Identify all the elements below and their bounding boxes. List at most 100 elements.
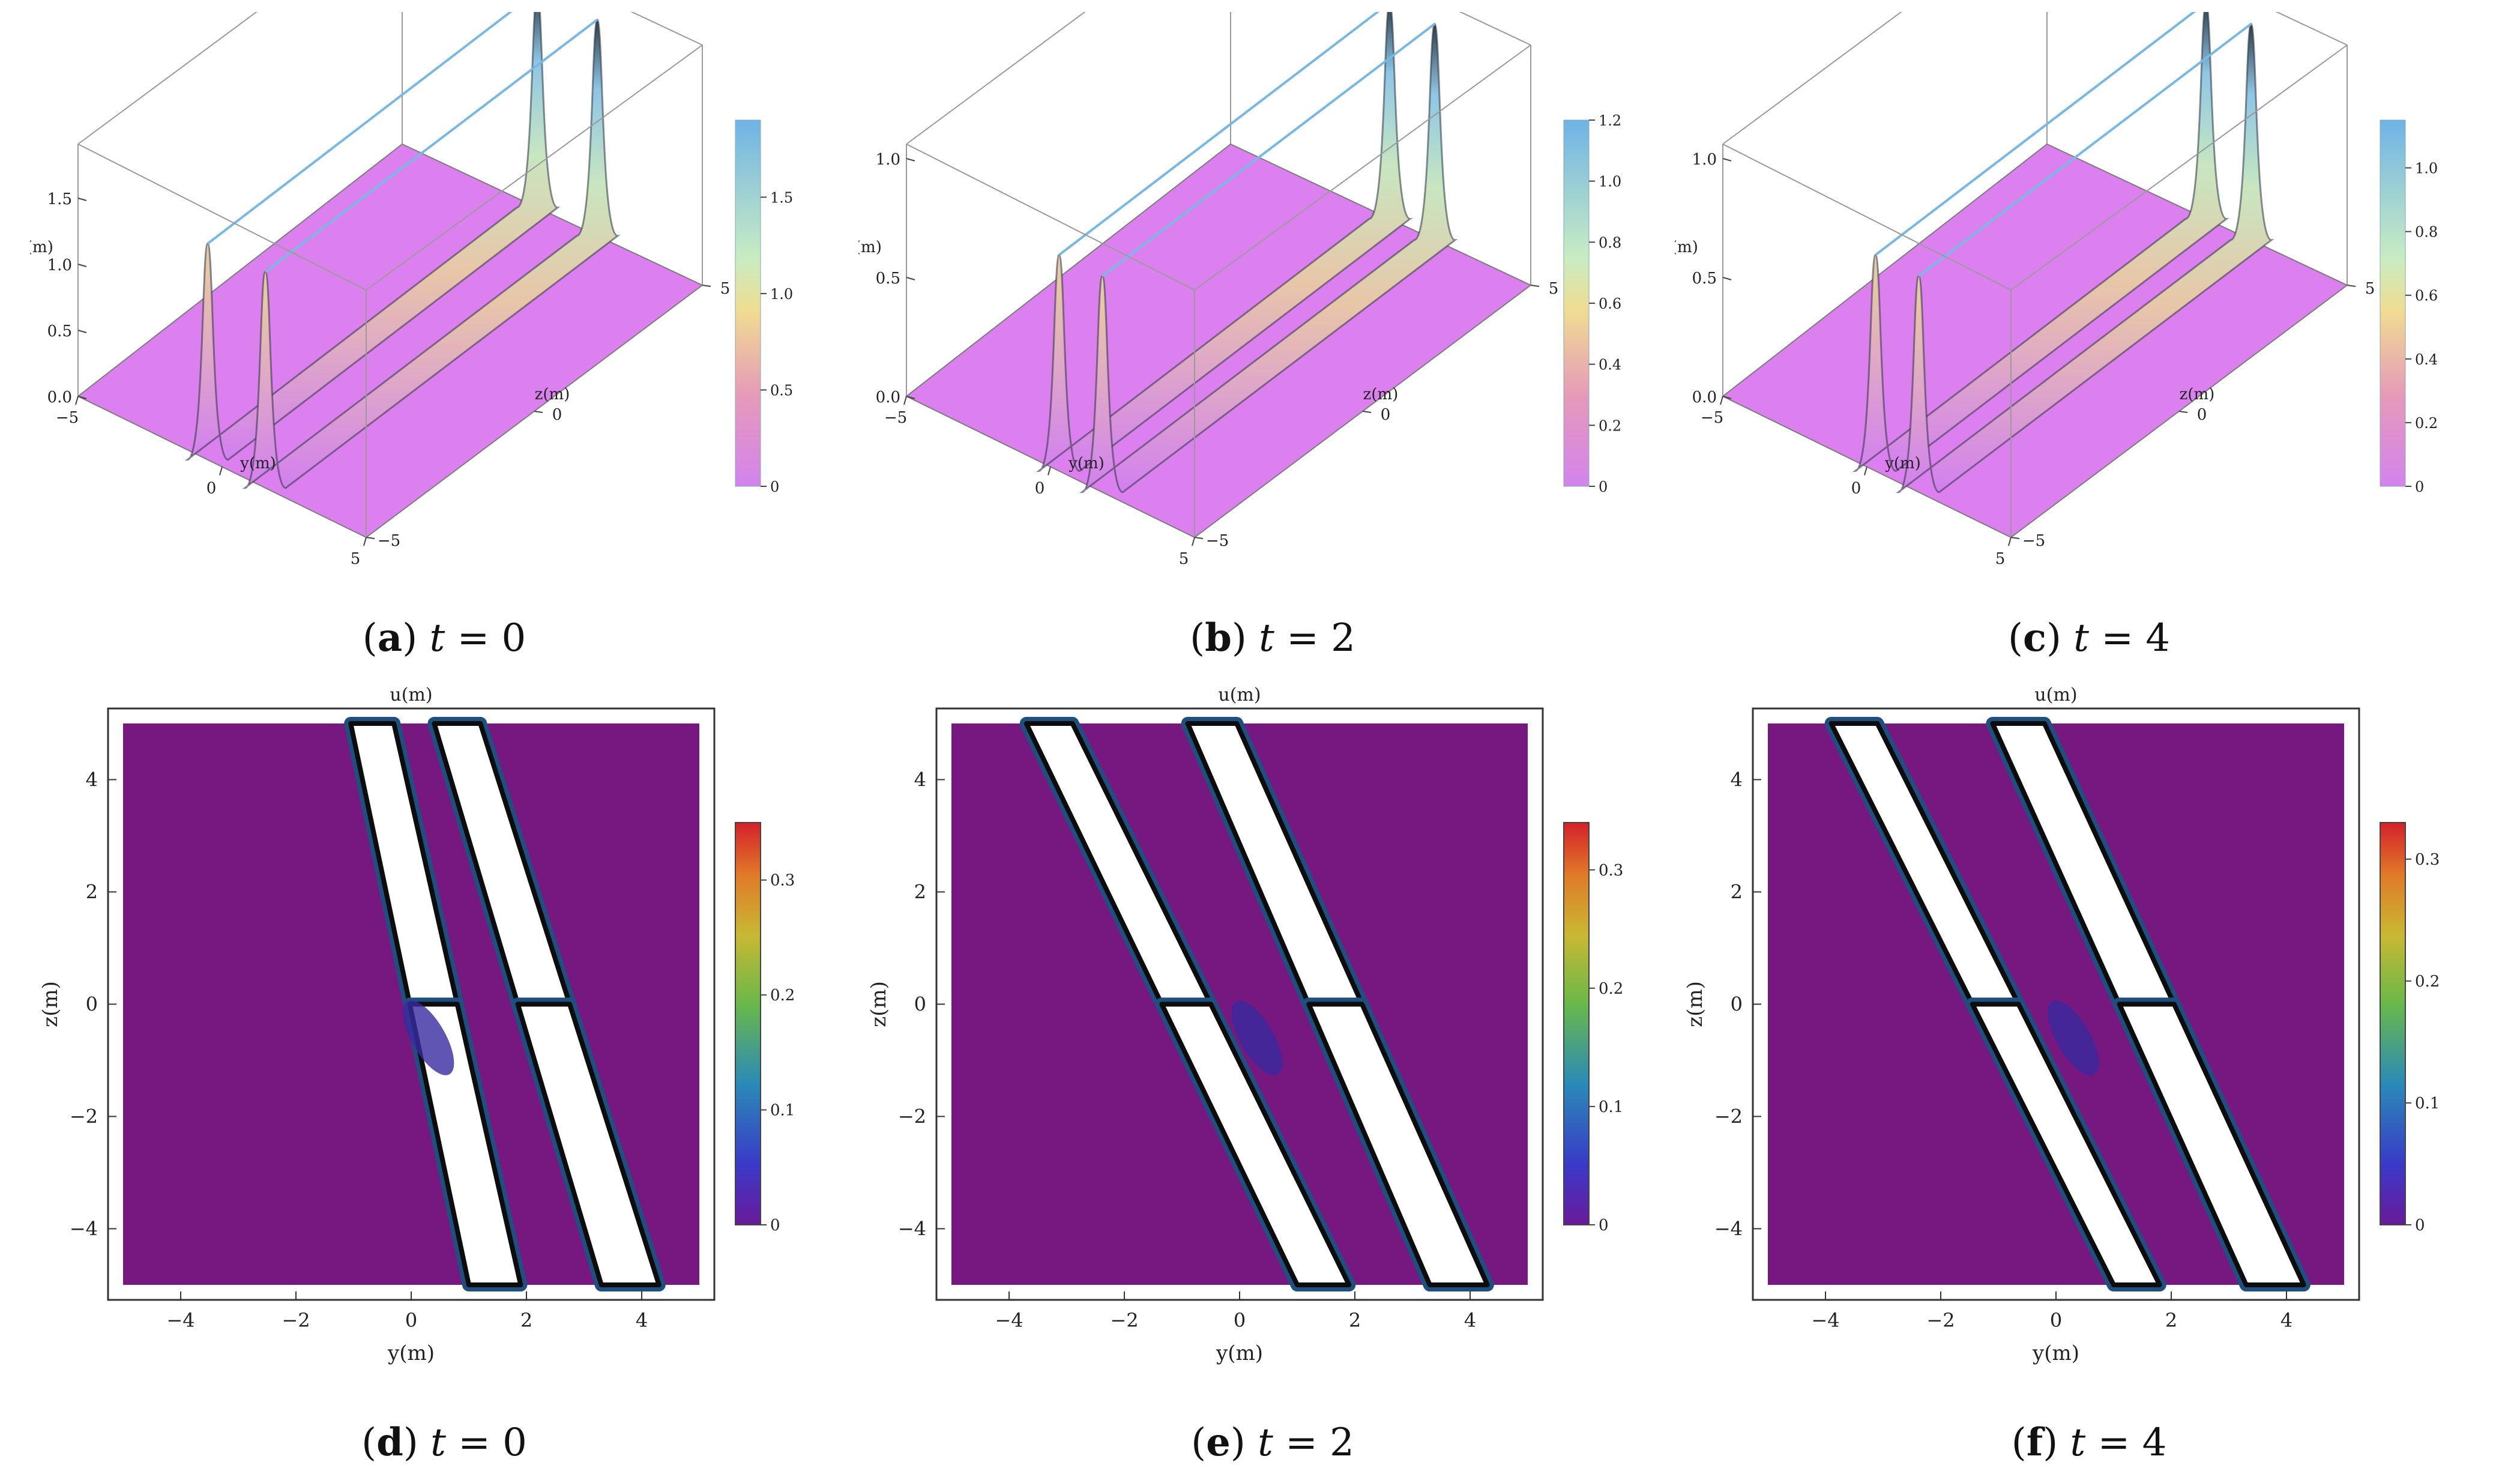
contour-band [515, 1001, 662, 1287]
u-tick [77, 396, 87, 399]
caption-f: (f) t = 4 [2011, 1420, 2167, 1465]
colorbar-tick-label: 0.2 [770, 986, 795, 1004]
surface-peak [242, 19, 621, 489]
u-tick-label: 0.5 [1692, 270, 1717, 288]
plot-title: u(m) [390, 684, 432, 705]
plot-title: u(m) [2034, 684, 2077, 705]
y-tick-label: −5 [56, 409, 79, 427]
z-tick [1194, 537, 1204, 539]
y-axis-label: y(m) [1068, 455, 1105, 473]
box-edge [77, 0, 274, 145]
colorbar-tick-label: 0.2 [2415, 415, 2438, 432]
z-tick [1362, 411, 1372, 413]
x-tick-label: −2 [1926, 1309, 1955, 1332]
z-tick [702, 285, 711, 287]
surface-peak [184, 0, 561, 461]
y-tick [219, 467, 223, 476]
y-tick [1047, 467, 1051, 476]
caption-value: 0 [501, 616, 526, 660]
contour-plot-d: −4 −2 0 2 4 4 2 0 −2 −4 u(m) y(m) z(m) 0 0.1 0.2 0.3 [38, 684, 795, 1365]
y-tick-label: −5 [1701, 409, 1723, 427]
colorbar-tick-label: 0.3 [2415, 851, 2440, 869]
surface-peak [1852, 2, 2229, 473]
u-tick-label: 1.0 [1692, 151, 1717, 169]
y-tick-label: 0 [914, 993, 926, 1016]
x-tick-label: 2 [2165, 1309, 2177, 1332]
box-edge [1433, 0, 1531, 46]
colorbar-tick-label: 0 [770, 479, 779, 495]
y-tick-label: −2 [898, 1105, 926, 1128]
z-tick-label: −5 [2022, 532, 2045, 550]
box-edge [605, 0, 703, 46]
u-tick [1722, 396, 1732, 399]
colorbar-tick-label: 0.3 [770, 872, 795, 890]
z-axis-label: z(m) [2180, 385, 2215, 403]
colorbar [1563, 822, 1590, 1225]
caption-letter: d [376, 1420, 403, 1465]
interaction-region [1231, 1000, 1283, 1075]
y-axis-label: y(m) [1884, 455, 1921, 473]
u-tick [1722, 277, 1732, 280]
x-tick-label: 2 [520, 1309, 532, 1332]
z-tick-label: 0 [552, 406, 562, 424]
colorbar-tick-label: 0.2 [1599, 417, 1621, 434]
interaction-region [403, 1000, 454, 1075]
colorbar [2380, 822, 2406, 1225]
caption-letter: a [377, 615, 403, 660]
box-edge [1722, 0, 1919, 145]
z-tick-label: 0 [2197, 406, 2207, 424]
interaction-region [2048, 1000, 2099, 1075]
y-tick-label: 0 [86, 993, 98, 1016]
x-tick-label: −2 [1110, 1309, 1138, 1332]
y-tick-label: 5 [1995, 550, 2006, 568]
surface-panel-b: 0.0 0.5 1.0 u(m) −5 0 5 y(m) 5 0 −5 z(m) 0 0.2 0.4 0.6 0… [845, 0, 1687, 618]
caption-value: 4 [2142, 1421, 2167, 1465]
y-tick [1192, 537, 1195, 546]
y-tick [1720, 396, 1723, 405]
u-tick [906, 277, 915, 280]
u-tick [1722, 158, 1732, 162]
colorbar-tick-label: 0.4 [1599, 357, 1621, 373]
colorbar-tick-label: 0 [1599, 479, 1608, 495]
x-tick-label: 0 [1234, 1309, 1246, 1332]
colorbar-tick-label: 0 [1599, 1216, 1609, 1234]
caption-value: 4 [2145, 616, 2170, 660]
contour-plot-e: −4 −2 0 2 4 4 2 0 −2 −4 u(m) y(m) z(m) 0 0.1 0.2 0.3 [867, 684, 1623, 1365]
y-tick-label: 4 [86, 769, 98, 791]
z-tick [2178, 411, 2188, 413]
contour-panel-d: −4 −2 0 2 4 4 2 0 −2 −4 u(m) y(m) z(m) 0 0.1 0.2 0.3 [30, 678, 858, 1365]
caption-var: t [1258, 1421, 1273, 1465]
caption-b: (b) t = 2 [1190, 615, 1355, 660]
x-tick-label: −4 [995, 1309, 1023, 1332]
caption-letter: e [1206, 1420, 1231, 1465]
y-tick-label: 4 [914, 769, 926, 791]
surface-peak [1079, 23, 1458, 494]
surface-peak-crest [206, 0, 528, 245]
contour-panel-f: −4 −2 0 2 4 4 2 0 −2 −4 u(m) y(m) z(m) 0 0.1 0.2 0.3 [1675, 678, 2503, 1365]
y-tick-label: −4 [70, 1218, 98, 1240]
u-tick-label: 0.0 [47, 388, 72, 406]
surface-peak [1035, 2, 1413, 473]
contour-band [2117, 1001, 2306, 1287]
y-tick [1864, 467, 1867, 476]
surface-panel-a: 0.0 0.5 1.0 1.5 u(m) −5 0 5 y(m) 5 0 −5 z(m) 0 0.5 1.0 1… [16, 0, 858, 618]
y-tick-label: 0 [1035, 480, 1045, 498]
contour-plot-f: −4 −2 0 2 4 4 2 0 −2 −4 u(m) y(m) z(m) 0 0.1 0.2 0.3 [1683, 684, 2440, 1365]
contour-band [1970, 1001, 2162, 1287]
u-tick [906, 158, 915, 162]
y-tick [75, 396, 79, 405]
colorbar [735, 822, 761, 1225]
colorbar-tick-label: 1.5 [770, 189, 793, 206]
colorbar-tick-label: 0.5 [770, 382, 793, 399]
y-tick-label: 5 [351, 550, 361, 568]
z-tick [2347, 285, 2356, 287]
x-tick-label: 4 [1464, 1309, 1476, 1332]
u-tick-label: 1.0 [47, 256, 72, 274]
colorbar-tick-label: 1.0 [2415, 160, 2438, 177]
x-tick-label: −4 [1811, 1309, 1839, 1332]
box-edge [1194, 44, 1531, 291]
y-tick-label: −5 [884, 409, 907, 427]
z-tick [2010, 537, 2020, 539]
caption-var: t [2070, 1421, 2086, 1465]
caption-value: 2 [1330, 1421, 1354, 1465]
